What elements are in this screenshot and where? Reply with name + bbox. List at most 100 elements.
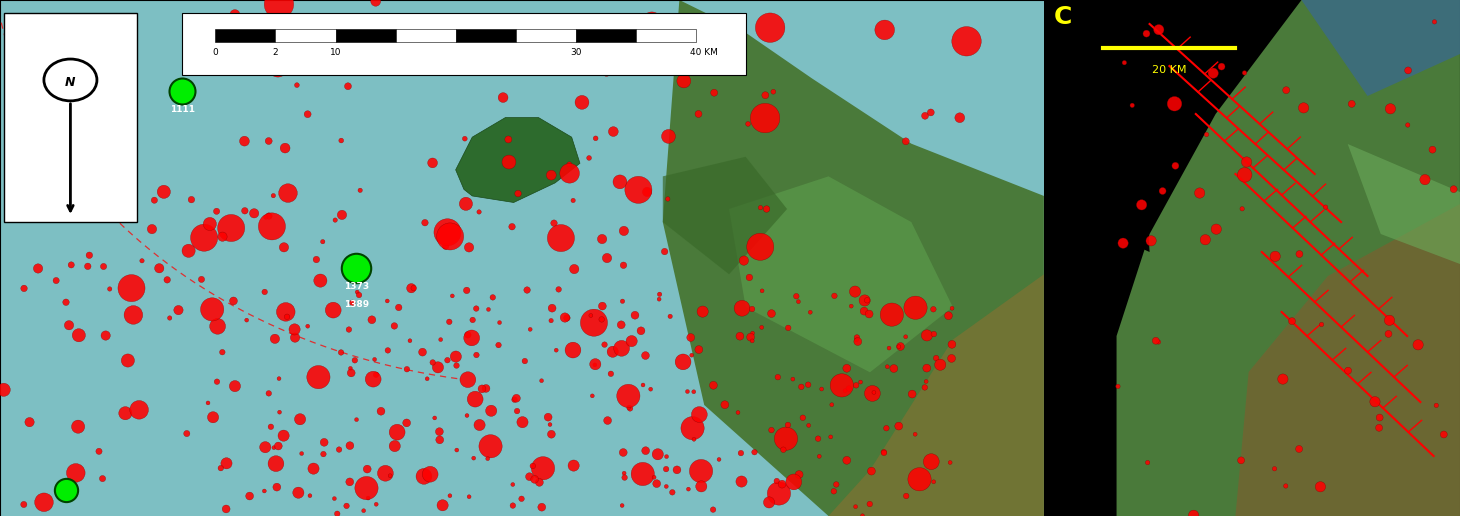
Point xyxy=(702,381,726,390)
Point xyxy=(416,375,439,383)
Point xyxy=(1146,338,1169,346)
Point xyxy=(147,264,171,272)
Point xyxy=(374,469,397,477)
Point xyxy=(456,411,479,420)
Point xyxy=(396,365,419,374)
Point xyxy=(1263,252,1286,261)
Point xyxy=(232,137,256,146)
Point xyxy=(758,498,781,507)
Point xyxy=(623,311,647,319)
Point xyxy=(914,111,937,120)
Point xyxy=(445,361,469,369)
Point xyxy=(238,492,261,500)
Point xyxy=(253,487,276,495)
Point xyxy=(642,473,666,481)
Point xyxy=(64,211,88,219)
Point xyxy=(130,256,153,265)
Point xyxy=(873,26,896,34)
Point xyxy=(479,407,502,415)
Point xyxy=(571,98,594,106)
Point xyxy=(83,100,107,108)
Point xyxy=(339,478,362,486)
Point xyxy=(540,304,564,312)
Point xyxy=(266,483,289,491)
Point xyxy=(1310,320,1333,329)
Point xyxy=(330,136,353,144)
Point xyxy=(539,316,562,325)
Point xyxy=(915,364,939,372)
Point xyxy=(1340,100,1364,108)
Point xyxy=(267,442,291,450)
Point xyxy=(558,160,581,168)
Point xyxy=(364,356,387,364)
Point xyxy=(647,450,670,458)
Point xyxy=(540,430,564,439)
Point xyxy=(1396,66,1419,74)
Point xyxy=(369,407,393,415)
Point xyxy=(364,0,387,6)
Point xyxy=(267,375,291,383)
Point xyxy=(267,0,291,8)
Point xyxy=(657,132,680,140)
Point xyxy=(594,67,618,75)
Point xyxy=(672,358,695,366)
Point xyxy=(210,348,234,357)
Point xyxy=(1272,375,1295,383)
Point xyxy=(672,77,695,85)
Point xyxy=(1120,101,1143,109)
Point xyxy=(296,110,320,118)
Point xyxy=(888,343,911,351)
Point xyxy=(289,415,312,424)
Text: 40 KM: 40 KM xyxy=(691,47,718,57)
Polygon shape xyxy=(1044,84,1149,252)
Point xyxy=(553,52,577,60)
Point xyxy=(1136,458,1159,466)
Point xyxy=(12,284,35,293)
Point xyxy=(531,464,555,472)
Point xyxy=(853,296,876,304)
Point xyxy=(584,360,607,368)
Point xyxy=(660,488,683,496)
Point xyxy=(180,196,203,204)
Point xyxy=(682,435,705,443)
Point xyxy=(120,284,143,292)
Point xyxy=(819,433,842,441)
Point xyxy=(476,455,499,463)
Point xyxy=(1210,62,1234,71)
Point xyxy=(822,487,845,495)
Point xyxy=(894,137,917,146)
Point xyxy=(375,297,399,305)
Point xyxy=(580,311,603,319)
Point xyxy=(923,330,946,338)
Point xyxy=(825,480,848,489)
Point xyxy=(365,370,388,379)
Point xyxy=(93,331,117,340)
Point xyxy=(235,316,258,324)
Point xyxy=(420,358,444,366)
Point xyxy=(181,12,204,21)
Point xyxy=(656,453,679,461)
Point xyxy=(321,306,345,314)
Point xyxy=(219,224,242,232)
Point xyxy=(924,354,948,362)
Point xyxy=(759,426,783,434)
Text: 0: 0 xyxy=(213,47,219,57)
Point xyxy=(402,284,425,292)
Point xyxy=(253,288,276,296)
Point xyxy=(114,409,137,417)
Point xyxy=(577,154,600,162)
Point xyxy=(593,341,616,349)
Point xyxy=(920,458,943,466)
Point xyxy=(263,335,286,343)
Point xyxy=(463,395,486,404)
Point xyxy=(901,390,924,398)
Point xyxy=(530,377,553,385)
Point xyxy=(539,421,562,429)
Point xyxy=(1378,105,1402,113)
Point xyxy=(488,318,511,327)
Point xyxy=(908,475,931,483)
Point xyxy=(410,348,434,356)
Point xyxy=(955,37,978,45)
Point xyxy=(648,290,672,298)
Point xyxy=(860,467,883,475)
